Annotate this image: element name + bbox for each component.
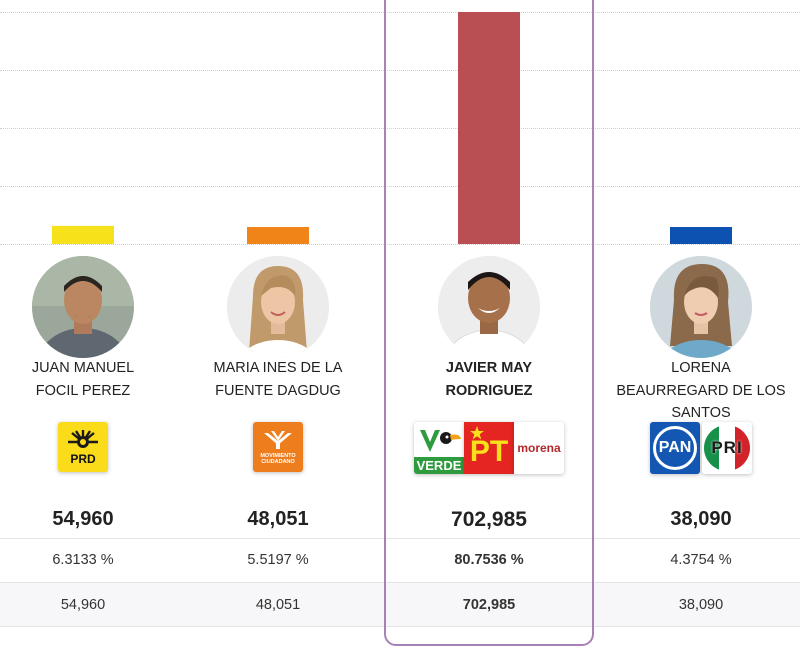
party-logos: PAN PRI — [603, 422, 799, 476]
vote-percentage: 80.7536 % — [454, 552, 524, 568]
vote-count: 48,051 — [247, 508, 309, 530]
pri-circle-icon: PRI — [704, 425, 750, 471]
name-line: SANTOS — [671, 405, 731, 421]
logo-label: MOVIMIENTO CIUDADANO — [260, 453, 296, 465]
toucan-icon — [420, 430, 461, 452]
candidate-column-focil: JUAN MANUEL FOCIL PEREZ PRD 54,960 6.313… — [0, 0, 181, 650]
woman-portrait-icon — [227, 256, 329, 358]
candidate-column-fuente: MARIA INES DE LA FUENTE DAGDUG MOVIMIENT… — [180, 0, 376, 650]
name-line: JAVIER MAY — [445, 360, 533, 376]
vote-bar — [670, 227, 732, 244]
logo-label: PRD — [70, 452, 96, 466]
pan-logo: PAN — [650, 422, 700, 474]
candidate-name: LORENA BEAURREGARD DE LOS SANTOS — [603, 357, 799, 425]
movimiento-ciudadano-logo: MOVIMIENTO CIUDADANO — [253, 422, 303, 472]
vote-percentage: 4.3754 % — [670, 552, 732, 568]
candidate-photo — [650, 256, 752, 358]
party-logos: VERDE PT morena — [391, 422, 587, 476]
candidate-name: JAVIER MAY RODRIGUEZ — [391, 357, 587, 402]
vote-percentage: 6.3133 % — [52, 552, 114, 568]
logo-label: PAN — [658, 439, 692, 456]
table-row-divider — [0, 582, 800, 583]
logo-label: PRI — [711, 438, 743, 457]
candidate-photo — [227, 256, 329, 358]
vote-bar — [247, 227, 309, 244]
party-logos: PRD — [0, 422, 181, 476]
logo-label: morena — [517, 441, 561, 455]
man-portrait-icon — [438, 256, 540, 358]
name-line: RODRIGUEZ — [445, 382, 533, 399]
woman-portrait-icon — [650, 256, 752, 358]
gridline — [0, 186, 800, 187]
candidate-column-beaurregard: LORENA BEAURREGARD DE LOS SANTOS PAN PRI… — [603, 0, 799, 650]
vote-bar — [458, 12, 520, 244]
name-line: BEAURREGARD DE LOS — [616, 382, 786, 399]
pri-logo: PRI — [702, 422, 752, 474]
table-row-divider — [0, 626, 800, 627]
vote-count: 38,090 — [670, 508, 732, 530]
vote-count: 702,985 — [451, 508, 527, 531]
vote-percentage: 5.5197 % — [247, 552, 309, 568]
vote-count: 54,960 — [52, 508, 114, 530]
name-line: LORENA — [671, 360, 731, 376]
vote-total: 38,090 — [678, 597, 724, 613]
vote-total: 702,985 — [462, 597, 516, 613]
verde-logo: VERDE — [414, 422, 464, 474]
star-icon — [470, 426, 484, 440]
man-portrait-icon — [32, 256, 134, 358]
candidate-photo — [438, 256, 540, 358]
gridline — [0, 70, 800, 71]
prd-logo: PRD — [58, 422, 108, 472]
candidate-name: MARIA INES DE LA FUENTE DAGDUG — [180, 357, 376, 402]
name-line: JUAN MANUEL — [31, 360, 135, 376]
name-line: MARIA INES DE LA — [213, 360, 343, 376]
gridline — [0, 128, 800, 129]
gridline — [0, 12, 800, 13]
gridline — [0, 244, 800, 245]
name-line: FUENTE DAGDUG — [215, 382, 341, 399]
vote-bar-chart — [52, 12, 732, 244]
pt-logo: PT — [464, 422, 514, 474]
prd-sun-icon — [68, 430, 98, 448]
logo-label: VERDE — [414, 457, 464, 474]
table-row-divider — [0, 538, 800, 539]
candidate-name: JUAN MANUEL FOCIL PEREZ — [0, 357, 181, 402]
morena-logo: morena — [514, 422, 564, 474]
eagle-icon — [264, 431, 292, 449]
vote-total: 54,960 — [60, 597, 106, 613]
logo-label: PT — [469, 435, 509, 468]
candidate-photo — [32, 256, 134, 358]
name-line: FOCIL PEREZ — [35, 382, 131, 399]
candidate-column-may: JAVIER MAY RODRIGUEZ VERDE PT morena 702… — [391, 0, 587, 650]
pan-circle-icon: PAN — [653, 426, 697, 470]
vote-total: 48,051 — [255, 597, 301, 613]
table-row-band — [0, 582, 800, 626]
vote-bar — [52, 225, 114, 244]
party-logos: MOVIMIENTO CIUDADANO — [180, 422, 376, 476]
